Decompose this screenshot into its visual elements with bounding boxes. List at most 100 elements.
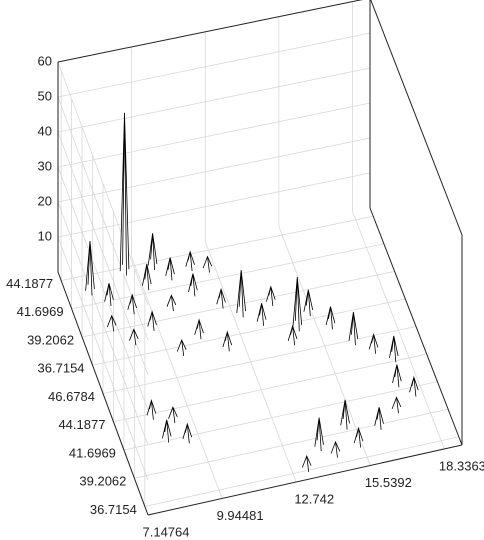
spike-mesh (194, 318, 204, 340)
z-tick-label: 40 (38, 123, 52, 138)
z-tick-label: 30 (38, 158, 52, 173)
spike (354, 428, 363, 448)
spike (148, 233, 157, 270)
spike-mesh (389, 335, 399, 363)
box-edge (147, 444, 463, 516)
z-tick-label: 20 (38, 193, 52, 208)
spike (340, 399, 350, 430)
spike-mesh (202, 255, 213, 273)
spike-mesh (325, 306, 336, 330)
y-tick-label: 44.1877 (58, 417, 105, 432)
spike-mesh (236, 269, 246, 318)
y-tick-label: 36.7154 (90, 502, 137, 517)
spike (266, 286, 276, 306)
spike (142, 263, 152, 291)
spike-mesh (147, 310, 157, 331)
spike-mesh (182, 422, 193, 444)
spike (288, 326, 297, 346)
spike-mesh (142, 263, 152, 291)
y-tick-label: 41.6969 (69, 445, 116, 460)
spike (147, 311, 157, 331)
spike-mesh (106, 314, 117, 332)
spike (203, 256, 212, 273)
spike-mesh (348, 311, 359, 346)
y-tick-label: 39.2062 (27, 332, 74, 347)
spike-mesh (314, 417, 324, 452)
spike (147, 400, 156, 420)
spike (257, 303, 266, 326)
spike-mesh (353, 426, 364, 448)
grid-line (57, 32, 371, 98)
grid-line (57, 137, 371, 203)
spike-mesh (147, 233, 158, 271)
grid-line (57, 61, 149, 306)
spike-mesh (374, 407, 384, 430)
x-tick-label: 18.3363 (439, 458, 484, 473)
spike (369, 334, 378, 354)
spike (303, 289, 313, 317)
spike-mesh (129, 328, 139, 346)
spike (177, 340, 187, 356)
grid-line (57, 166, 149, 411)
spike (182, 424, 192, 444)
grid-line (134, 408, 449, 479)
spike (331, 441, 340, 458)
spike-mesh (330, 440, 341, 458)
grid-line (57, 67, 371, 133)
grid-line (92, 298, 406, 366)
spike (392, 364, 402, 388)
y-tick-label: 44.1877 (6, 276, 53, 291)
spike (222, 332, 232, 352)
y-tick-label: 46.6784 (48, 389, 95, 404)
grid-line (61, 215, 374, 281)
spike-mesh (303, 289, 314, 317)
spike-mesh (301, 455, 312, 472)
spike (194, 319, 204, 340)
spike (392, 397, 401, 414)
spike-mesh (368, 333, 379, 354)
spike (302, 456, 312, 472)
grid-line (71, 243, 384, 310)
spike (185, 251, 195, 271)
z-tick-label: 50 (38, 88, 52, 103)
grid-line (57, 236, 149, 481)
grid-line (57, 102, 371, 168)
spike-mesh (292, 276, 303, 332)
spike (168, 407, 178, 424)
spike-mesh (340, 399, 350, 430)
spike-mesh (185, 250, 195, 272)
spike (107, 315, 116, 332)
spike-mesh (392, 364, 402, 388)
x-tick-label: 15.5392 (365, 475, 412, 490)
grid-line (57, 201, 149, 446)
spike-mesh (104, 283, 114, 307)
grid-line (113, 353, 427, 423)
grid-line (144, 436, 459, 507)
spike-mesh (409, 375, 419, 397)
spike (162, 419, 172, 443)
spike (167, 295, 176, 312)
grid-line (102, 326, 417, 394)
z-tick-label: 10 (38, 228, 52, 243)
spike-mesh (287, 324, 298, 346)
spike-mesh (165, 257, 175, 281)
grid-line (57, 172, 371, 238)
grid-line (123, 381, 438, 451)
spike (326, 306, 335, 330)
spike (120, 112, 129, 276)
spike-mesh (216, 287, 226, 309)
spike-mesh (188, 273, 198, 297)
spike-mesh (166, 294, 177, 312)
x-tick-label: 7.14764 (143, 524, 190, 539)
spike (127, 294, 137, 315)
spike-mesh (168, 406, 178, 424)
spike-mesh (85, 240, 95, 296)
spike (165, 257, 175, 281)
box-edge (57, 271, 149, 516)
spike-mesh (266, 285, 276, 306)
spike-mesh (127, 293, 137, 315)
spike (216, 289, 226, 309)
spike-mesh (222, 330, 233, 352)
x-tick-label: 12.742 (294, 491, 334, 506)
spike (349, 311, 358, 346)
